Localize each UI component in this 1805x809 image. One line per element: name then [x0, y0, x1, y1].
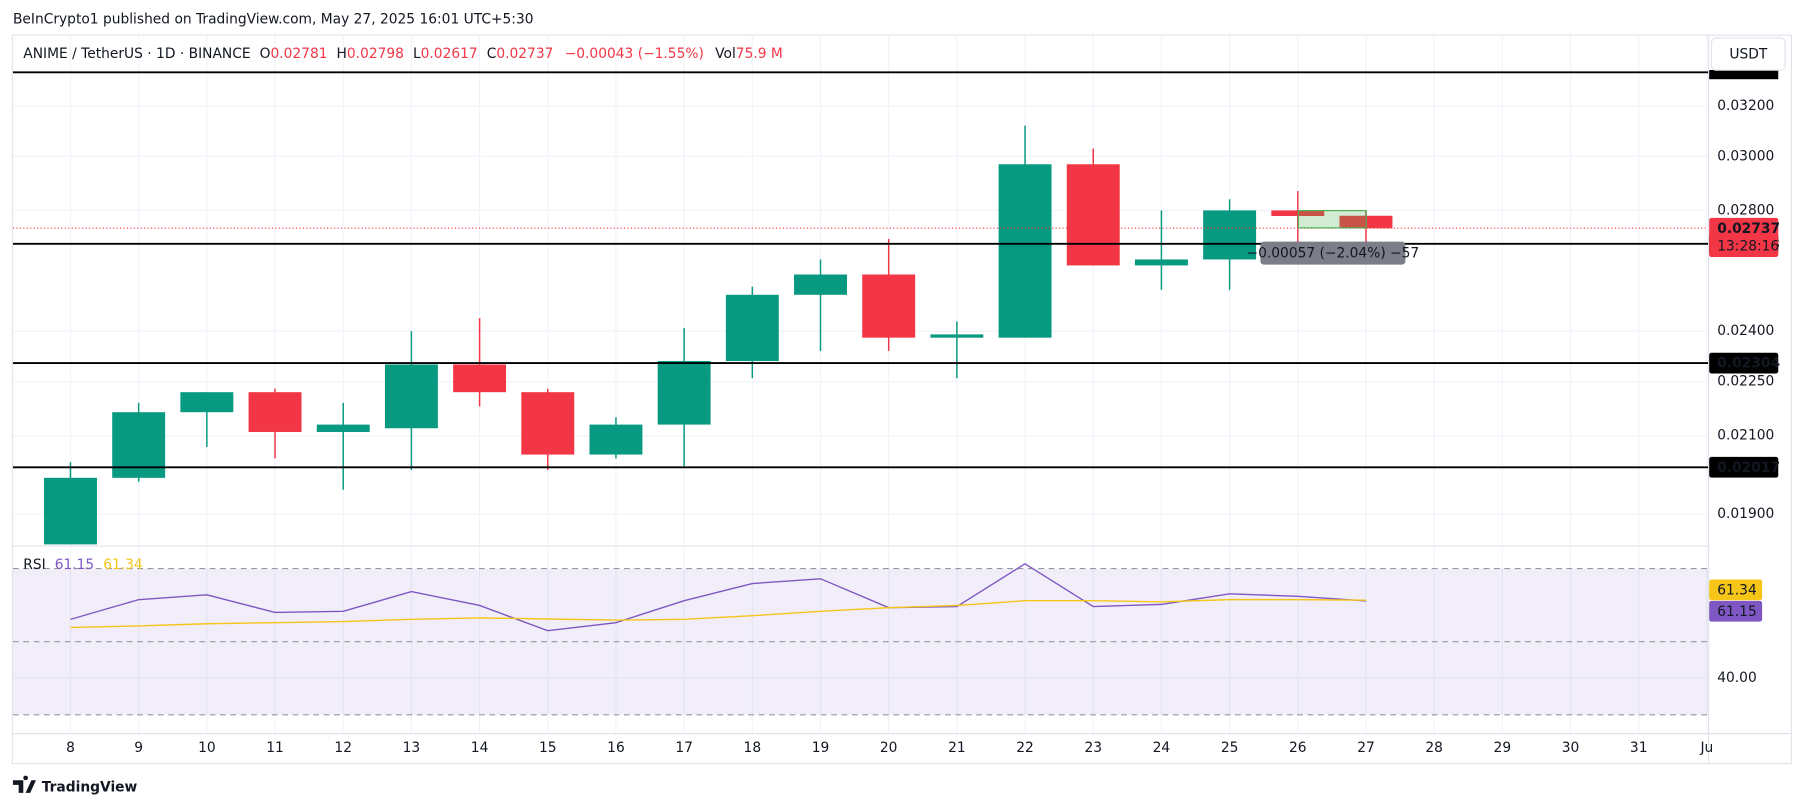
x-tick-label: 21 [948, 740, 966, 756]
candle-body [930, 334, 984, 338]
brand-logo: TradingView [12, 775, 138, 796]
x-tick-label: 10 [198, 740, 216, 756]
ohlc-value: 0.02737 [496, 46, 553, 62]
rsi-line [70, 562, 1367, 632]
symbol-title: ANIME / TetherUS · 1D · BINANCE [23, 46, 250, 62]
measure-box [1297, 210, 1367, 229]
x-tick-label: 28 [1425, 740, 1443, 756]
rsi-title: RSI [23, 557, 45, 573]
brand: TradingView [42, 780, 138, 796]
candle-body [589, 424, 643, 455]
candle-body [453, 364, 507, 393]
y-tick-label: 0.03000 [1717, 148, 1774, 164]
y-tick-label: 0.02100 [1717, 428, 1774, 444]
countdown: 13:28:16 [1717, 239, 1779, 255]
rsi-legend: RSI 61.15 61.34 [23, 557, 142, 573]
y-tick-label: 0.02400 [1717, 323, 1774, 339]
candle-body [862, 274, 916, 338]
legend: ANIME / TetherUS · 1D · BINANCE O0.02781… [23, 46, 783, 62]
candle-body [316, 424, 370, 432]
candle-body [521, 392, 575, 455]
rsi-line [70, 598, 1366, 629]
candle-body [794, 274, 847, 295]
currency-button[interactable] [1710, 37, 1786, 71]
rsi-tag [1709, 579, 1763, 601]
x-tick-label: 30 [1562, 740, 1580, 756]
publish-note: BeInCrypto1 published on TradingView.com… [13, 12, 534, 28]
x-tick-label: 13 [403, 740, 421, 756]
measure-label: −0.00057 (−2.04%) −57 [1247, 246, 1420, 262]
candle-body [1134, 259, 1188, 266]
ohlc-letter: O [260, 46, 271, 62]
x-tick-label: 8 [66, 740, 75, 756]
x-tick-label: 17 [675, 740, 693, 756]
x-tick-label: 22 [1016, 740, 1034, 756]
axes: 8 9 10 11 12 13 14 15 16 17 18 19 20 21 22 23 24 25 26 27 28… [66, 70, 1780, 756]
rsi-ma-value: 61.34 [103, 557, 143, 573]
level-tag [1709, 352, 1779, 374]
ohlc-value: 0.02798 [347, 46, 404, 62]
rsi-pane [12, 562, 1709, 716]
ohlc-value: 0.02781 [270, 46, 327, 62]
x-tick-label: 26 [1289, 740, 1307, 756]
x-tick-label: 11 [266, 740, 284, 756]
candle-body [998, 164, 1052, 338]
x-tick-label: 14 [471, 740, 489, 756]
ohlc-letter: H [337, 46, 347, 62]
x-tick-label: 18 [744, 740, 762, 756]
last-price-tag [1709, 217, 1779, 258]
volume: 75.9 M [736, 46, 783, 62]
x-tick-label: 20 [880, 740, 898, 756]
candle-body [248, 392, 302, 432]
level-label: 0.02017 [1717, 460, 1780, 476]
rsi-tag-label: 61.34 [1717, 582, 1757, 598]
x-tick-label: 24 [1153, 740, 1171, 756]
x-tick-label: 9 [134, 740, 143, 756]
x-tick-label: 16 [607, 740, 625, 756]
x-tick-label: 23 [1084, 740, 1102, 756]
x-tick-label: 19 [812, 740, 830, 756]
volume-label: Vol [715, 46, 736, 62]
rsi-value: 61.15 [55, 557, 95, 573]
candle-body [180, 392, 234, 413]
x-tick-label: 12 [334, 740, 352, 756]
y-tick-label: 0.01900 [1717, 506, 1774, 522]
x-tick-label: 15 [539, 740, 557, 756]
change: −0.00043 (−1.55%) [565, 46, 704, 62]
rsi-tag [1709, 600, 1763, 622]
candle-body [44, 477, 97, 545]
x-tick-label: Ju [1699, 740, 1713, 756]
level-tag [1709, 456, 1779, 478]
price-pane [12, 71, 1709, 545]
logo-mark [12, 775, 36, 793]
y-tick-label: 0.02800 [1717, 202, 1774, 218]
y-tick-label: 0.03200 [1717, 98, 1774, 114]
candle-body [657, 361, 711, 425]
ohlc-letter: L [413, 46, 421, 62]
candle-body [1066, 164, 1120, 266]
candle-body [725, 294, 779, 362]
x-tick-label: 29 [1494, 740, 1512, 756]
level-label: 0.02304 [1717, 356, 1780, 372]
y-tick-label: 40.00 [1717, 670, 1757, 686]
candle-body [1203, 210, 1257, 260]
chart-frame [11, 34, 1793, 765]
y-tick-label: 0.02250 [1717, 374, 1774, 390]
ohlc-letter: C [487, 46, 497, 62]
level-tag [1709, 70, 1779, 80]
last-price-label: 0.02737 [1717, 221, 1780, 237]
currency[interactable]: USDT [1729, 47, 1767, 63]
x-tick-label: 27 [1357, 740, 1375, 756]
rsi-tag-label: 61.15 [1717, 604, 1757, 620]
x-tick-label: 31 [1630, 740, 1648, 756]
candle-body [384, 364, 438, 429]
measure-tag [1260, 241, 1406, 265]
x-tick-label: 25 [1221, 740, 1239, 756]
ohlc-value: 0.02617 [421, 46, 478, 62]
